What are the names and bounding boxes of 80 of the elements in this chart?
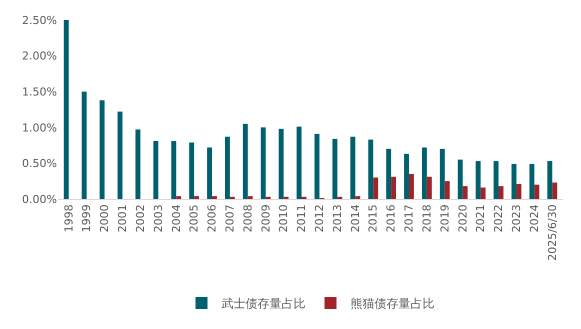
bar: [534, 184, 540, 199]
bar: [476, 161, 481, 199]
x-tick-label: 2019: [438, 204, 452, 232]
x-tick-label: 2021: [474, 204, 488, 232]
bar: [278, 128, 284, 199]
x-tick-label: 2016: [384, 204, 398, 232]
bar: [82, 92, 87, 199]
x-tick-label: 2013: [330, 204, 344, 232]
bar: [242, 124, 248, 199]
x-tick-label: 1998: [62, 204, 76, 232]
bar: [207, 147, 212, 199]
y-tick-label: 0.50%: [22, 157, 57, 170]
x-tick-label: 2020: [456, 204, 470, 232]
bar: [100, 100, 105, 199]
bar: [444, 181, 450, 199]
bar: [391, 176, 396, 199]
x-tick-label: 2025/6/30: [546, 204, 559, 261]
bar: [224, 136, 230, 199]
bar: [373, 178, 378, 199]
x-tick-label: 2001: [116, 204, 130, 232]
bar: [408, 174, 414, 199]
bar: [516, 184, 522, 199]
bar: [426, 176, 432, 199]
bar: [458, 160, 463, 199]
x-tick-label: 2018: [420, 204, 434, 232]
x-tick-label: 2023: [510, 204, 524, 232]
bar: [404, 154, 409, 199]
legend-label: 熊猫债存量占比: [350, 296, 434, 311]
x-tick-label: 2015: [366, 204, 380, 232]
bar: [118, 112, 122, 199]
bar: [498, 186, 504, 199]
bar: [422, 147, 427, 199]
bar: [212, 196, 217, 199]
bar: [440, 148, 445, 199]
bar: [296, 126, 302, 199]
x-tick-label: 2002: [134, 204, 147, 232]
x-tick-label: 2011: [295, 204, 308, 232]
x-tick-label: 2010: [277, 204, 290, 232]
x-tick-label: 2008: [241, 204, 254, 232]
bar: [529, 164, 534, 199]
y-tick-label: 2.50%: [22, 14, 57, 27]
x-tick-label: 2022: [492, 204, 506, 232]
bar: [547, 161, 552, 199]
bar: [350, 136, 356, 199]
legend-label: 武士债存量占比: [222, 296, 306, 311]
y-tick-label: 0.00%: [22, 192, 57, 206]
y-tick-label: 1.00%: [22, 121, 57, 134]
x-tick-label: 2007: [223, 204, 236, 232]
bar: [386, 148, 392, 199]
x-tick-label: 2012: [313, 204, 326, 232]
x-tick-label: 2004: [170, 204, 183, 232]
bar: [314, 134, 320, 199]
y-tick-label: 1.50%: [22, 85, 57, 98]
bar: [462, 186, 468, 199]
x-tick-label: 2006: [206, 204, 219, 232]
bar: [368, 140, 374, 199]
bar: [194, 196, 200, 199]
x-tick-label: 2005: [188, 204, 201, 232]
bar: [64, 20, 69, 199]
bar: [176, 196, 182, 199]
bar: [248, 196, 253, 199]
x-tick-label: 2009: [259, 204, 272, 232]
bar: [355, 196, 360, 199]
bar: [260, 127, 266, 199]
bar: [153, 141, 158, 199]
bar: [494, 161, 499, 199]
bar: [189, 142, 194, 199]
bar: [135, 130, 140, 199]
bar: [552, 182, 558, 199]
bar: [480, 188, 486, 199]
x-tick-label: 2017: [402, 204, 416, 232]
bar: [332, 138, 338, 199]
x-tick-label: 2000: [98, 204, 112, 232]
x-tick-label: 1999: [80, 204, 94, 232]
bar: [171, 141, 176, 199]
x-tick-label: 2014: [348, 204, 362, 232]
bar: [512, 164, 516, 199]
y-tick-label: 2.00%: [22, 50, 57, 63]
x-tick-label: 2024: [528, 204, 541, 232]
x-tick-label: 2003: [152, 204, 165, 232]
